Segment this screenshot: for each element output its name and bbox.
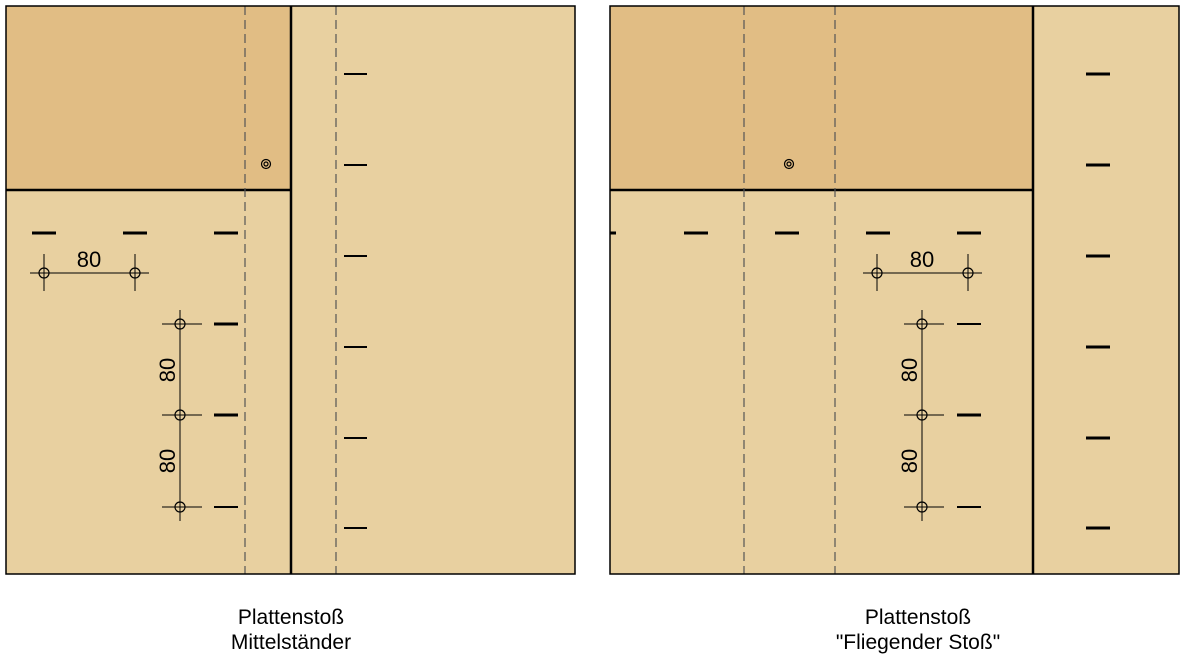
left-upper-board	[6, 6, 291, 190]
right-dim-horizontal-label: 80	[910, 247, 934, 272]
drill-hole-icon	[129, 267, 141, 279]
right-panel: 80 80 80	[609, 5, 1180, 575]
left-vertical-dimension: 80 80	[155, 310, 202, 521]
drill-hole-icon	[174, 409, 186, 421]
screw-icon	[783, 158, 795, 170]
left-dim-vertical-upper-label: 80	[155, 358, 180, 382]
screw-icon	[260, 158, 272, 170]
right-screw-column	[957, 323, 981, 508]
drill-hole-icon	[174, 501, 186, 513]
left-panel-frame	[5, 5, 576, 575]
drill-hole-icon	[916, 501, 928, 513]
drill-hole-icon	[174, 318, 186, 330]
left-caption-line2: Mittelständer	[230, 631, 352, 654]
right-upper-board	[610, 6, 1033, 190]
right-panel-frame	[609, 5, 1180, 575]
drill-hole-icon	[962, 267, 974, 279]
right-dim-vertical-upper-label: 80	[897, 358, 922, 382]
right-board-marks	[1086, 72, 1110, 530]
right-caption: Plattenstoß "Fliegender Stoß"	[718, 605, 1118, 655]
left-panel: 80 80 80	[5, 5, 576, 575]
drill-hole-icon	[916, 318, 928, 330]
left-caption: Plattenstoß Mittelständer	[91, 605, 491, 655]
left-screw-column	[214, 322, 238, 508]
left-dim-vertical-lower-label: 80	[155, 449, 180, 473]
drill-hole-icon	[916, 409, 928, 421]
left-caption-line1: Plattenstoß	[237, 606, 345, 629]
right-dim-vertical-lower-label: 80	[897, 449, 922, 473]
drill-hole-icon	[38, 267, 50, 279]
right-vertical-dimension: 80 80	[897, 310, 944, 521]
left-stud-marks	[344, 73, 367, 529]
drill-hole-icon	[871, 267, 883, 279]
left-horizontal-dimension: 80	[30, 247, 149, 291]
left-dim-horizontal-label: 80	[77, 247, 101, 272]
right-caption-line2: "Fliegender Stoß"	[835, 631, 1001, 654]
right-horizontal-dimension: 80	[863, 247, 982, 291]
right-caption-line1: Plattenstoß	[864, 606, 972, 629]
